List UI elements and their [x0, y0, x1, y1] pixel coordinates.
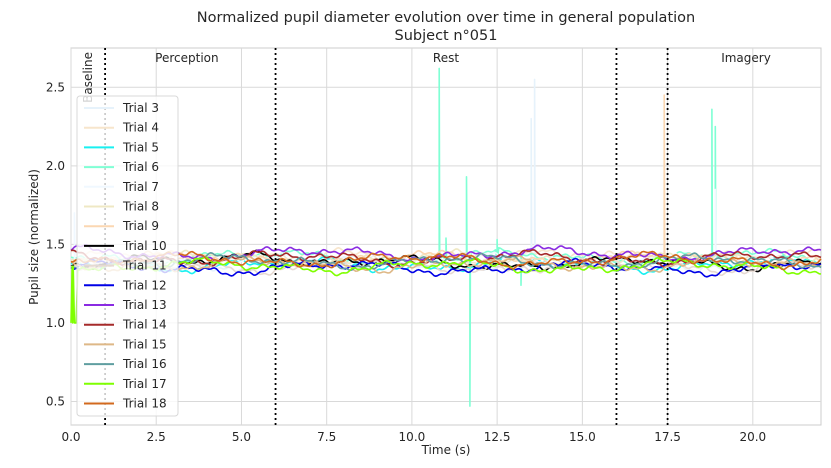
legend-label: Trial 14 [122, 318, 167, 332]
y-tick-label: 0.5 [46, 394, 65, 408]
y-tick-label: 1.0 [46, 316, 65, 330]
chart-subtitle: Subject n°051 [395, 28, 498, 44]
phase-label: Perception [155, 51, 218, 65]
x-tick-label: 20.0 [739, 430, 766, 444]
phase-label: Rest [433, 51, 459, 65]
x-tick-label: 15.0 [569, 430, 596, 444]
series-line-trial-17 [70, 256, 822, 324]
legend-label: Trial 17 [122, 377, 167, 391]
series-line-trial-13 [70, 244, 822, 263]
x-tick-label: 0.0 [61, 430, 80, 444]
x-axis-label: Time (s) [421, 443, 471, 457]
legend-label: Trial 12 [122, 278, 167, 292]
grid-lines [70, 48, 821, 425]
x-tick-label: 7.5 [317, 430, 336, 444]
y-tick-label: 2.5 [46, 80, 65, 94]
legend-label: Trial 18 [122, 397, 167, 411]
legend-label: Trial 7 [122, 180, 159, 194]
legend-label: Trial 9 [122, 219, 159, 233]
series-line-trial-11 [70, 256, 822, 276]
legend: Trial 3 Trial 4 Trial 5 Trial 6 Trial 7 Trial… [76, 95, 179, 417]
legend-label: Trial 3 [122, 101, 159, 115]
legend-label: Trial 15 [122, 337, 167, 351]
legend-label: Trial 16 [122, 357, 167, 371]
series-line-trial-16 [70, 252, 822, 272]
axis-ticks: 0.0 2.5 5.0 7.5 10.0 12.5 15.0 17.5 20.0 0.5 1.0 1.… [46, 80, 766, 444]
y-tick-label: 2.0 [46, 159, 65, 173]
series-line-trial-18 [70, 250, 822, 271]
legend-label: Trial 5 [122, 140, 159, 154]
phase-label: Baseline [81, 52, 95, 103]
x-tick-label: 2.5 [147, 430, 166, 444]
x-tick-label: 17.5 [654, 430, 681, 444]
data-series [70, 67, 822, 407]
legend-label: Trial 8 [122, 200, 159, 214]
legend-label: Trial 11 [122, 259, 167, 273]
legend-label: Trial 13 [122, 298, 167, 312]
legend-label: Trial 6 [122, 160, 159, 174]
x-tick-label: 12.5 [484, 430, 511, 444]
x-tick-label: 5.0 [232, 430, 251, 444]
phase-labels: Baseline Perception Rest Imagery [81, 51, 771, 103]
legend-label: Trial 10 [122, 239, 167, 253]
legend-label: Trial 4 [122, 121, 159, 135]
series-line-trial-12 [70, 257, 822, 278]
legend-box [76, 95, 179, 417]
y-axis-label: Pupil size (normalized) [27, 169, 41, 305]
y-tick-label: 1.5 [46, 237, 65, 251]
plot-area [70, 47, 822, 426]
series-line-trial-15 [70, 254, 822, 274]
x-tick-label: 10.0 [399, 430, 426, 444]
phase-label: Imagery [721, 51, 771, 65]
chart-title: Normalized pupil diameter evolution over… [197, 10, 695, 26]
